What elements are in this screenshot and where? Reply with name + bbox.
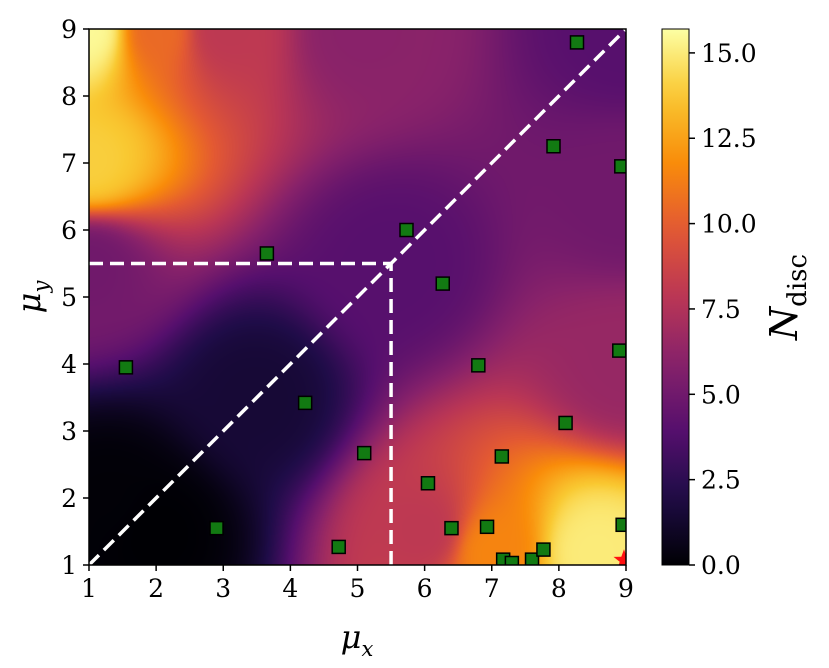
x-axis-label: μx (341, 618, 374, 661)
star-marker (613, 549, 626, 565)
x-tick-label: 7 (484, 574, 500, 603)
colorbar-tick-label: 12.5 (701, 124, 757, 153)
data-point (399, 222, 414, 238)
data-point (259, 246, 275, 261)
data-point (444, 520, 459, 536)
colorbar: 0.0 2.5 5.0 7.5 10.0 12.5 15.0 (661, 28, 757, 580)
data-point (331, 539, 346, 555)
y-axis-label: μy (10, 280, 53, 314)
data-point (569, 35, 585, 50)
y-tick-label: 9 (61, 15, 77, 44)
data-point (420, 476, 436, 491)
colorbar-tick-label: 5.0 (701, 380, 741, 409)
x-tick-label: 5 (350, 574, 366, 603)
colorbar-tick-label: 7.5 (701, 295, 741, 324)
data-point (536, 542, 551, 557)
data-point (356, 445, 372, 461)
x-axis-label-main: μ (341, 618, 362, 656)
data-point (118, 360, 134, 375)
x-axis: 1 2 3 4 5 6 7 8 9 (81, 565, 634, 603)
y-tick-label: 2 (61, 484, 77, 513)
data-point (504, 555, 520, 565)
x-tick-label: 8 (551, 574, 567, 603)
y-tick-label: 7 (61, 149, 77, 178)
data-point (546, 139, 561, 154)
data-point (435, 276, 450, 291)
colorbar-label: Ndisc (762, 254, 813, 341)
x-tick-label: 9 (618, 574, 634, 603)
colorbar-tick-label: 2.5 (701, 466, 741, 495)
guide-lines (89, 29, 626, 565)
x-tick-label: 1 (81, 574, 97, 603)
guide-line-diagonal (89, 29, 626, 565)
y-tick-label: 4 (61, 350, 77, 379)
y-tick-label: 8 (61, 82, 77, 111)
colorbar-tick-label: 10.0 (701, 210, 757, 239)
colorbar-label-sub: disc (783, 254, 813, 307)
y-tick-label: 5 (61, 283, 77, 312)
y-axis-label-main: μ (10, 293, 48, 314)
data-point (471, 358, 486, 373)
x-tick-label: 2 (148, 574, 164, 603)
y-axis-label-sub: y (29, 280, 53, 294)
y-axis: 1 2 3 4 5 6 7 8 9 (61, 15, 89, 580)
colorbar-ticks: 0.0 2.5 5.0 7.5 10.0 12.5 15.0 (689, 39, 757, 580)
colorbar-tick-label: 0.0 (701, 551, 741, 580)
colorbar-gradient (661, 28, 690, 566)
data-point (209, 520, 224, 536)
colorbar-label-main: N (762, 305, 806, 341)
data-point (558, 415, 573, 431)
y-tick-label: 6 (61, 216, 77, 245)
data-points (118, 35, 626, 565)
x-tick-label: 4 (282, 574, 298, 603)
data-point (494, 449, 510, 464)
x-tick-label: 3 (215, 574, 231, 603)
x-axis-label-sub: x (361, 637, 373, 661)
data-point (615, 517, 626, 533)
data-point (479, 519, 495, 535)
y-tick-label: 3 (61, 417, 77, 446)
data-point (614, 159, 626, 174)
data-point (612, 343, 626, 358)
colorbar-tick-label: 15.0 (701, 39, 757, 68)
data-point (297, 395, 313, 411)
y-tick-label: 1 (61, 551, 77, 580)
data-point (524, 552, 540, 565)
x-tick-label: 6 (417, 574, 433, 603)
